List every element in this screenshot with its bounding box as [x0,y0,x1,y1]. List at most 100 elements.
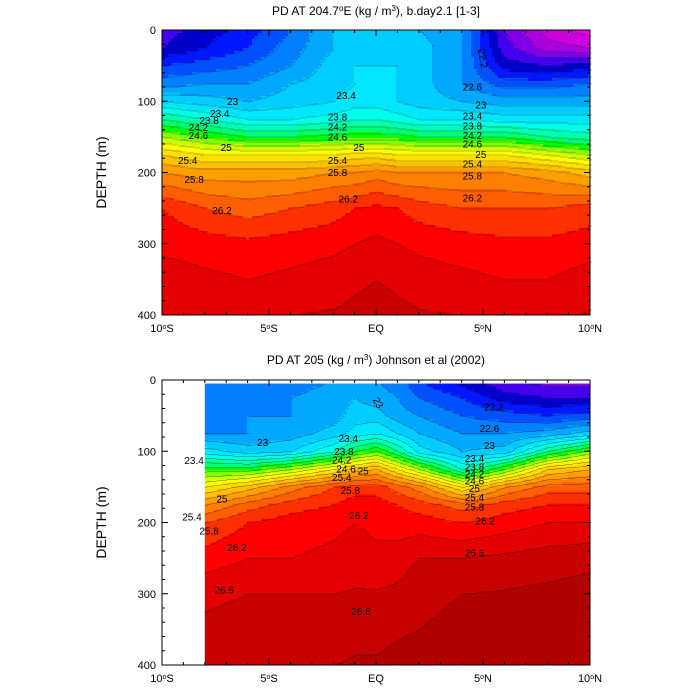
contour-cell [453,45,456,48]
contour-cell [243,33,246,36]
contour-cell [498,69,501,72]
contour-cell [498,108,501,111]
contour-cell [423,84,426,87]
contour-cell [576,51,579,54]
contour-cell [363,96,366,99]
contour-cell [282,48,285,51]
contour-cell [381,66,384,69]
contour-cell [210,54,213,57]
contour-cell [366,78,369,81]
contour-cell [177,96,180,99]
contour-cell [288,36,291,39]
contour-cell [384,69,387,72]
contour-cell [555,111,558,114]
contour-cell [513,36,516,39]
contour-cell [204,54,207,57]
contour-cell [222,60,225,63]
contour-cell [396,96,399,99]
contour-cell [558,87,561,90]
contour-cell [330,84,333,87]
contour-cell [447,108,450,111]
contour-cell [555,33,558,36]
contour-cell [339,69,342,72]
contour-cell [366,93,369,96]
contour-cell [444,84,447,87]
contour-cell [531,48,534,51]
contour-cell [291,72,294,75]
contour-cell [357,60,360,63]
contour-cell [471,93,474,96]
contour-cell [558,72,561,75]
contour-cell [330,51,333,54]
contour-cell [546,42,549,45]
contour-cell [168,51,171,54]
contour-cell [363,84,366,87]
contour-cell [366,75,369,78]
contour-cell [300,105,303,108]
contour-cell [309,129,312,132]
contour-cell [441,105,444,108]
contour-cell [411,126,414,129]
contour-cell [297,45,300,48]
contour-cell [192,45,195,48]
contour-cell [306,63,309,66]
contour-cell [417,93,420,96]
contour-cell [567,90,570,93]
contour-cell [567,60,570,63]
contour-cell [444,57,447,60]
contour-cell [216,45,219,48]
contour-cell [471,57,474,60]
contour-cell [312,45,315,48]
contour-cell [549,30,552,33]
contour-cell [378,84,381,87]
contour-cell [414,108,417,111]
contour-cell [438,126,441,129]
contour-cell [321,54,324,57]
contour-cell [255,126,258,129]
contour-cell [198,69,201,72]
contour-cell [243,114,246,117]
contour-cell [492,90,495,93]
contour-cell [423,57,426,60]
contour-cell [240,30,243,33]
contour-cell [195,69,198,72]
contour-cell [390,99,393,102]
contour-cell [555,105,558,108]
contour-cell [255,93,258,96]
contour-cell [174,108,177,111]
contour-cell [291,99,294,102]
contour-cell [405,99,408,102]
contour-cell [492,87,495,90]
contour-cell [576,48,579,51]
contour-cell [522,39,525,42]
contour-cell [489,126,492,129]
contour-cell [285,108,288,111]
contour-cell [288,114,291,117]
contour-cell [546,126,549,129]
contour-cell [474,75,477,78]
contour-cell [483,33,486,36]
contour-cell [498,90,501,93]
contour-cell [171,54,174,57]
contour-cell [258,69,261,72]
contour-cell [414,117,417,120]
contour-cell [213,99,216,102]
contour-cell [210,36,213,39]
contour-cell [516,75,519,78]
contour-cell [405,108,408,111]
contour-cell [258,51,261,54]
contour-cell [201,45,204,48]
contour-cell [234,54,237,57]
contour-cell [339,48,342,51]
contour-cell [534,93,537,96]
contour-cell [264,39,267,42]
contour-cell [333,87,336,90]
contour-cell [294,45,297,48]
contour-cell [219,87,222,90]
contour-cell [501,81,504,84]
contour-cell [282,84,285,87]
contour-cell [420,66,423,69]
contour-cell [567,33,570,36]
contour-cell [507,51,510,54]
contour-cell [243,123,246,126]
